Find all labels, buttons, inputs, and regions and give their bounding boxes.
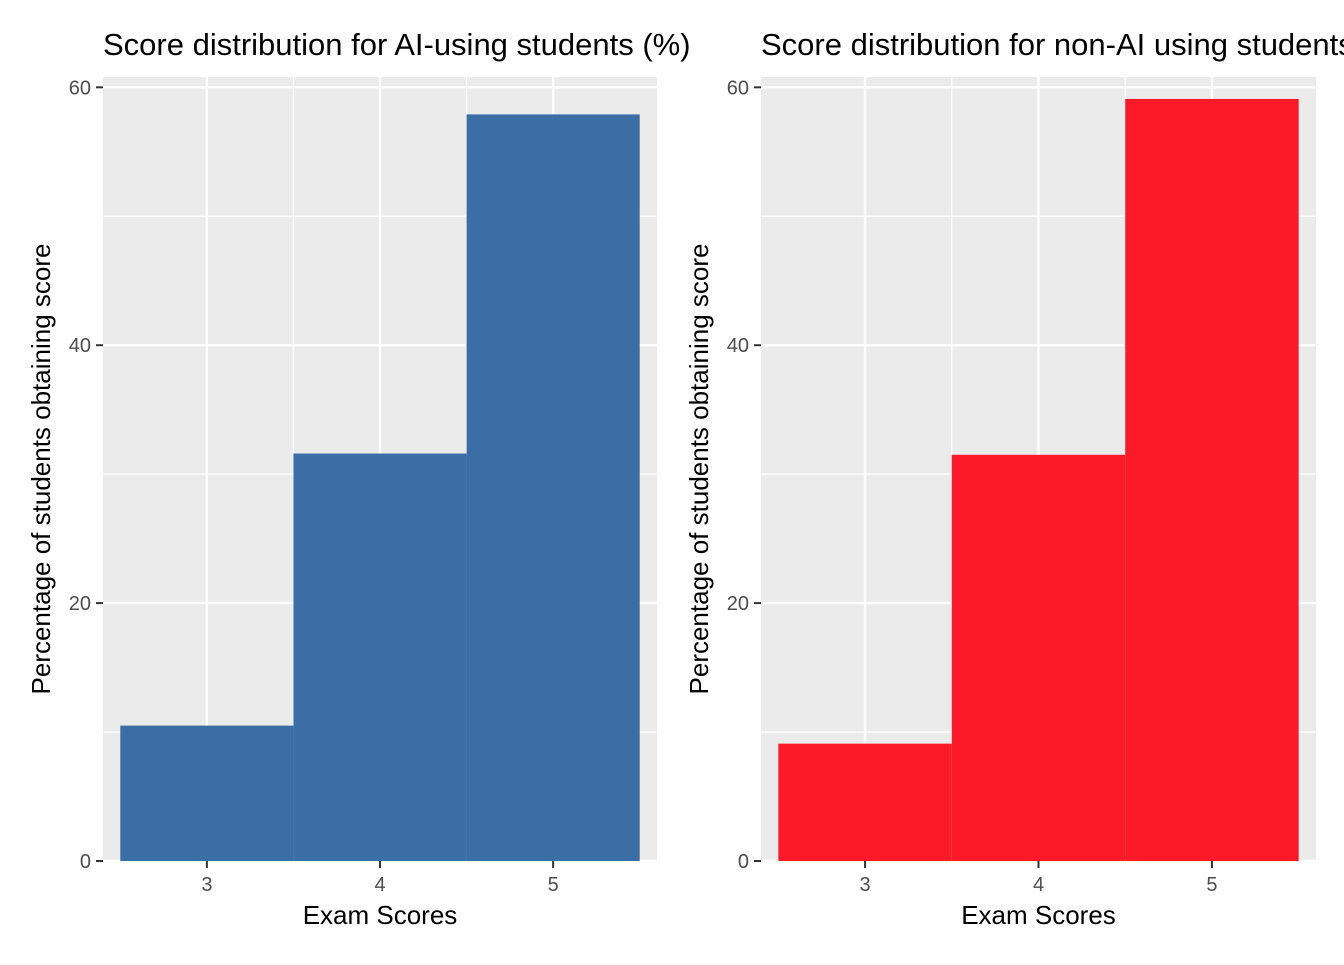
x-tick-label: 5 — [548, 874, 559, 896]
bar-5 — [1125, 98, 1299, 862]
y-tick-label: 20 — [727, 593, 749, 615]
bar-5 — [466, 114, 640, 862]
x-tick-label: 5 — [1206, 874, 1217, 896]
bar-4 — [293, 453, 467, 861]
x-tick-label: 4 — [374, 874, 385, 896]
x-tick-label: 3 — [201, 874, 212, 896]
axis-ticks: 0 20 40 60 3 4 5 — [727, 77, 1218, 896]
y-tick-label: 40 — [727, 335, 749, 357]
bar-3 — [778, 743, 952, 861]
x-tick-label: 4 — [1033, 874, 1044, 896]
y-tick-label: 60 — [69, 77, 91, 99]
chart-title: Score distribution for non-AI using stud… — [761, 27, 1344, 62]
chart-non-ai-using: 0 20 40 60 3 4 5 Score distribution for non-AI… — [684, 27, 1344, 930]
chart-title: Score distribution for AI-using students… — [103, 27, 691, 62]
y-tick-label: 20 — [69, 593, 91, 615]
x-axis-title: Exam Scores — [303, 900, 458, 930]
y-tick-label: 60 — [727, 77, 749, 99]
bars — [778, 98, 1299, 862]
x-tick-label: 3 — [860, 874, 871, 896]
chart-ai-using: 0 20 40 60 3 4 5 Score distribution for AI-usi… — [26, 27, 691, 930]
y-tick-label: 0 — [80, 851, 91, 873]
x-axis-title: Exam Scores — [961, 900, 1116, 930]
bar-4 — [951, 454, 1126, 861]
y-tick-label: 0 — [738, 851, 749, 873]
y-axis-title: Percentage of students obtaining score — [684, 244, 714, 695]
axis-ticks: 0 20 40 60 3 4 5 — [69, 77, 559, 896]
y-tick-label: 40 — [69, 335, 91, 357]
bars — [120, 114, 640, 862]
bar-3 — [120, 725, 294, 861]
y-axis-title: Percentage of students obtaining score — [26, 244, 56, 695]
